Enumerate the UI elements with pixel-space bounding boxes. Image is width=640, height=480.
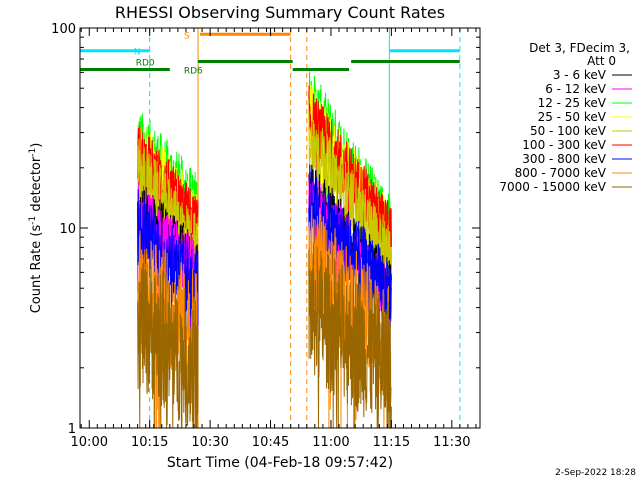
x-tick-label-1: 10:00 — [71, 435, 108, 450]
flag-label-rd0: RD0 — [136, 58, 155, 68]
legend-entry-label-2: 6 - 12 keV — [545, 82, 607, 96]
flag-label-s: S — [184, 31, 190, 41]
y-axis-label: Count Rate (s-1 detector-1) — [28, 143, 44, 314]
flag-label-rd6: RD6 — [184, 67, 203, 77]
x-tick-label-4: 10:45 — [252, 435, 289, 450]
y-tick-label-3: 100 — [51, 22, 76, 37]
legend-entry-label-1: 3 - 6 keV — [553, 68, 607, 82]
data-series — [137, 71, 392, 428]
series-line-9 — [137, 242, 392, 428]
legend-entry-label-9: 7000 - 15000 keV — [499, 180, 606, 194]
x-tick-label-7: 11:30 — [433, 435, 470, 450]
y-tick-label-2: 10 — [59, 222, 76, 237]
legend-entry-label-3: 12 - 25 keV — [538, 96, 607, 110]
legend-header-line-1: Det 3, FDecim 3, — [529, 41, 630, 55]
y-axis-label-main: Count Rate (s — [29, 225, 44, 314]
x-tick-label-6: 11:15 — [373, 435, 410, 450]
legend-entry-label-8: 800 - 7000 keV — [515, 166, 607, 180]
y-axis: 1 10 100 — [51, 22, 480, 437]
x-tick-label-2: 10:15 — [131, 435, 168, 450]
flag-label-n: N — [134, 48, 141, 58]
y-tick-label-1: 1 — [68, 422, 76, 437]
y-axis-label-close: ) — [29, 143, 44, 148]
legend-entry-label-5: 50 - 100 keV — [530, 124, 607, 138]
y-axis-label-mid: detector — [29, 156, 44, 216]
chart-title: RHESSI Observing Summary Count Rates — [115, 3, 445, 22]
y-axis-label-exp-2: -1 — [28, 148, 38, 157]
x-axis-label: Start Time (04-Feb-18 09:57:42) — [167, 455, 393, 471]
vertical-markers — [79, 28, 461, 428]
x-axis: 10:00 10:15 10:30 10:45 11:00 11:15 11:30 — [71, 28, 477, 450]
legend-entry-label-7: 300 - 800 keV — [522, 152, 606, 166]
legend-entry-label-4: 25 - 50 keV — [538, 110, 607, 124]
x-tick-label-3: 10:30 — [191, 435, 228, 450]
state-flags: N S RD0 RD6 — [80, 31, 460, 77]
x-tick-label-5: 11:00 — [312, 435, 349, 450]
legend-entry-label-6: 100 - 300 keV — [522, 138, 606, 152]
y-axis-label-exp-1: -1 — [28, 216, 38, 225]
footer-date: 2-Sep-2022 18:28 — [555, 468, 636, 478]
legend-header-line-2: Att 0 — [587, 54, 616, 68]
